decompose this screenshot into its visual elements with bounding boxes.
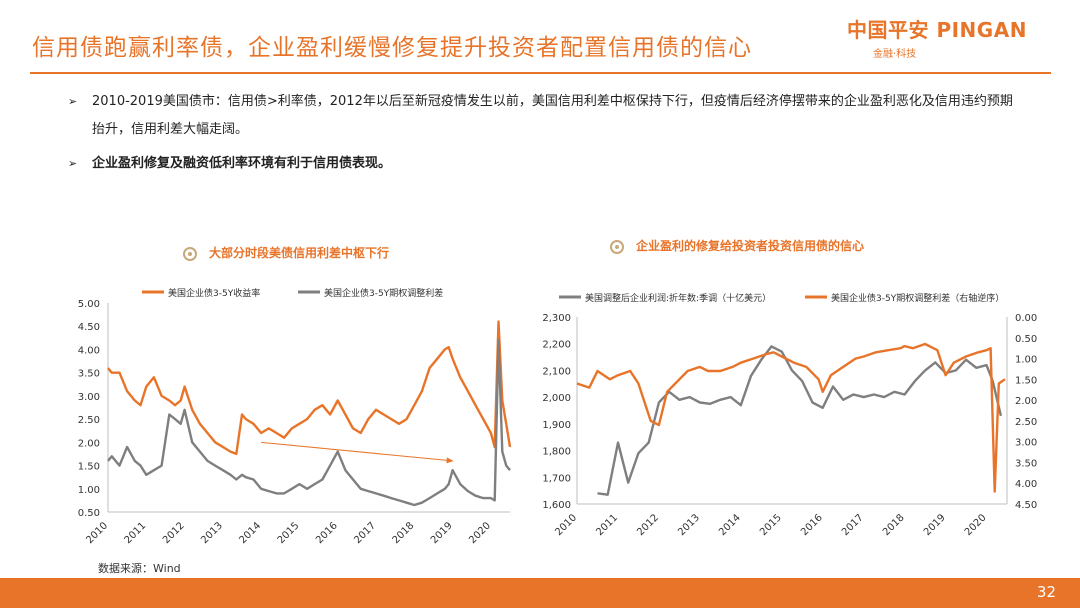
- series-line-1: [597, 345, 1003, 496]
- x-tick-label: 2010: [84, 520, 110, 546]
- page-number: 32: [1036, 583, 1056, 601]
- y-tick-label: 1,800: [542, 447, 571, 458]
- footer-bar: 32: [0, 578, 1080, 608]
- legend-label-1: 美国企业债3-5Y收益率: [168, 287, 260, 299]
- x-tick-label: 2010: [553, 512, 579, 538]
- series-line-2: [576, 342, 1006, 493]
- series-line-2: [107, 339, 511, 507]
- legend-label-1: 美国调整后企业利润:折年数:季调（十亿美元）: [585, 292, 771, 304]
- y2-tick-label: 3.00: [1015, 438, 1037, 449]
- x-tick-label: 2020: [963, 512, 989, 538]
- y-tick-label: 5.00: [78, 299, 100, 310]
- y2-tick-label: 0.50: [1015, 334, 1037, 345]
- y-tick-label: 3.50: [78, 369, 100, 380]
- ring-bullet-icon: [183, 246, 197, 261]
- chart-1: 美国企业债3-5Y收益率 美国企业债3-5Y期权调整利差 5.00 4.50 4.00 3…: [78, 287, 512, 546]
- slide-title: 信用债跑赢利率债，企业盈利缓慢修复提升投资者配置信用债的信心: [32, 35, 752, 61]
- y-tick-label: 3.00: [78, 392, 100, 403]
- x-tick-label: 2017: [352, 520, 378, 546]
- x-tick-label: 2014: [237, 520, 263, 546]
- y-tick-label: 1,700: [542, 473, 571, 484]
- logo-sub-text: 金融·科技: [873, 49, 917, 60]
- y-tick-label: 4.00: [78, 345, 100, 356]
- x-tick-label: 2019: [922, 512, 948, 538]
- y-tick-label: 2.50: [78, 415, 100, 426]
- x-tick-label: 2016: [799, 512, 825, 538]
- x-tick-label: 2019: [429, 520, 455, 546]
- y2-tick-label: 3.50: [1015, 458, 1037, 469]
- y-tick-label: 1,900: [542, 420, 571, 431]
- x-tick-label: 2015: [758, 512, 784, 538]
- chart-2-title: 企业盈利的修复给投资者投资信用债的信心: [636, 239, 865, 253]
- y2-tick-label: 4.50: [1015, 500, 1037, 511]
- y-tick-label: 2.00: [78, 438, 100, 449]
- y2-tick-label: 4.00: [1015, 479, 1037, 490]
- title-divider: [30, 72, 1051, 74]
- y-tick-label: 2,100: [542, 366, 571, 377]
- arrow-bullet-icon: ➢: [68, 95, 78, 108]
- y-tick-label: 2,000: [542, 393, 571, 404]
- x-tick-label: 2011: [123, 520, 149, 546]
- legend-label-2: 美国企业债3-5Y期权调整利差: [324, 287, 443, 299]
- x-tick-label: 2020: [467, 520, 493, 546]
- y2-tick-label: 1.50: [1015, 375, 1037, 386]
- bullet-1-text: 2010-2019美国债市：信用债>利率债，2012年以后至新冠疫情发生以前，美…: [92, 94, 1013, 137]
- x-tick-label: 2012: [635, 512, 661, 538]
- y-tick-label: 2,200: [542, 340, 571, 351]
- chart-2-heading: 企业盈利的修复给投资者投资信用债的信心: [610, 237, 864, 254]
- y-tick-label: 4.50: [78, 322, 100, 333]
- x-tick-label: 2015: [276, 520, 302, 546]
- arrow-bullet-icon: ➢: [68, 157, 78, 170]
- y-tick-label: 1.00: [78, 485, 100, 496]
- y2-tick-label: 1.00: [1015, 355, 1037, 366]
- ring-bullet-icon: [610, 239, 624, 254]
- y2-tick-label: 0.00: [1015, 313, 1037, 324]
- chart-1-heading: 大部分时段美债信用利差中枢下行: [183, 244, 389, 261]
- chart-2: 美国调整后企业利润:折年数:季调（十亿美元） 美国企业债3-5Y期权调整利差（右轴…: [542, 292, 1037, 538]
- x-tick-label: 2013: [199, 520, 225, 546]
- x-tick-label: 2012: [161, 520, 187, 546]
- bullet-2-text: 企业盈利修复及融资低利率环境有利于信用债表现。: [92, 156, 392, 171]
- x-tick-label: 2016: [314, 520, 340, 546]
- pingan-logo: 中国平安 PINGAN 金融·科技: [847, 14, 1069, 60]
- y2-tick-label: 2.50: [1015, 417, 1037, 428]
- x-tick-label: 2011: [594, 512, 620, 538]
- bullet-2: ➢ 企业盈利修复及融资低利率环境有利于信用债表现。: [68, 150, 1018, 178]
- y-tick-label: 1,600: [542, 500, 571, 511]
- y-tick-label: 0.50: [78, 508, 100, 519]
- chart-1-title: 大部分时段美债信用利差中枢下行: [209, 246, 390, 260]
- series-line-1: [107, 320, 512, 456]
- y-tick-label: 1.50: [78, 462, 100, 473]
- trend-arrow: [261, 441, 454, 464]
- logo-main-text: 中国平安 PINGAN: [847, 18, 1027, 42]
- y2-tick-label: 2.00: [1015, 396, 1037, 407]
- legend-label-2: 美国企业债3-5Y期权调整利差（右轴逆序）: [831, 292, 1004, 304]
- x-tick-label: 2013: [676, 512, 702, 538]
- bullet-1: ➢ 2010-2019美国债市：信用债>利率债，2012年以后至新冠疫情发生以前…: [68, 88, 1018, 144]
- x-tick-label: 2014: [717, 512, 743, 538]
- y-tick-label: 2,300: [542, 313, 571, 324]
- data-source: 数据来源：Wind: [98, 562, 181, 575]
- x-tick-label: 2018: [881, 512, 907, 538]
- x-tick-label: 2017: [840, 512, 866, 538]
- x-tick-label: 2018: [391, 520, 417, 546]
